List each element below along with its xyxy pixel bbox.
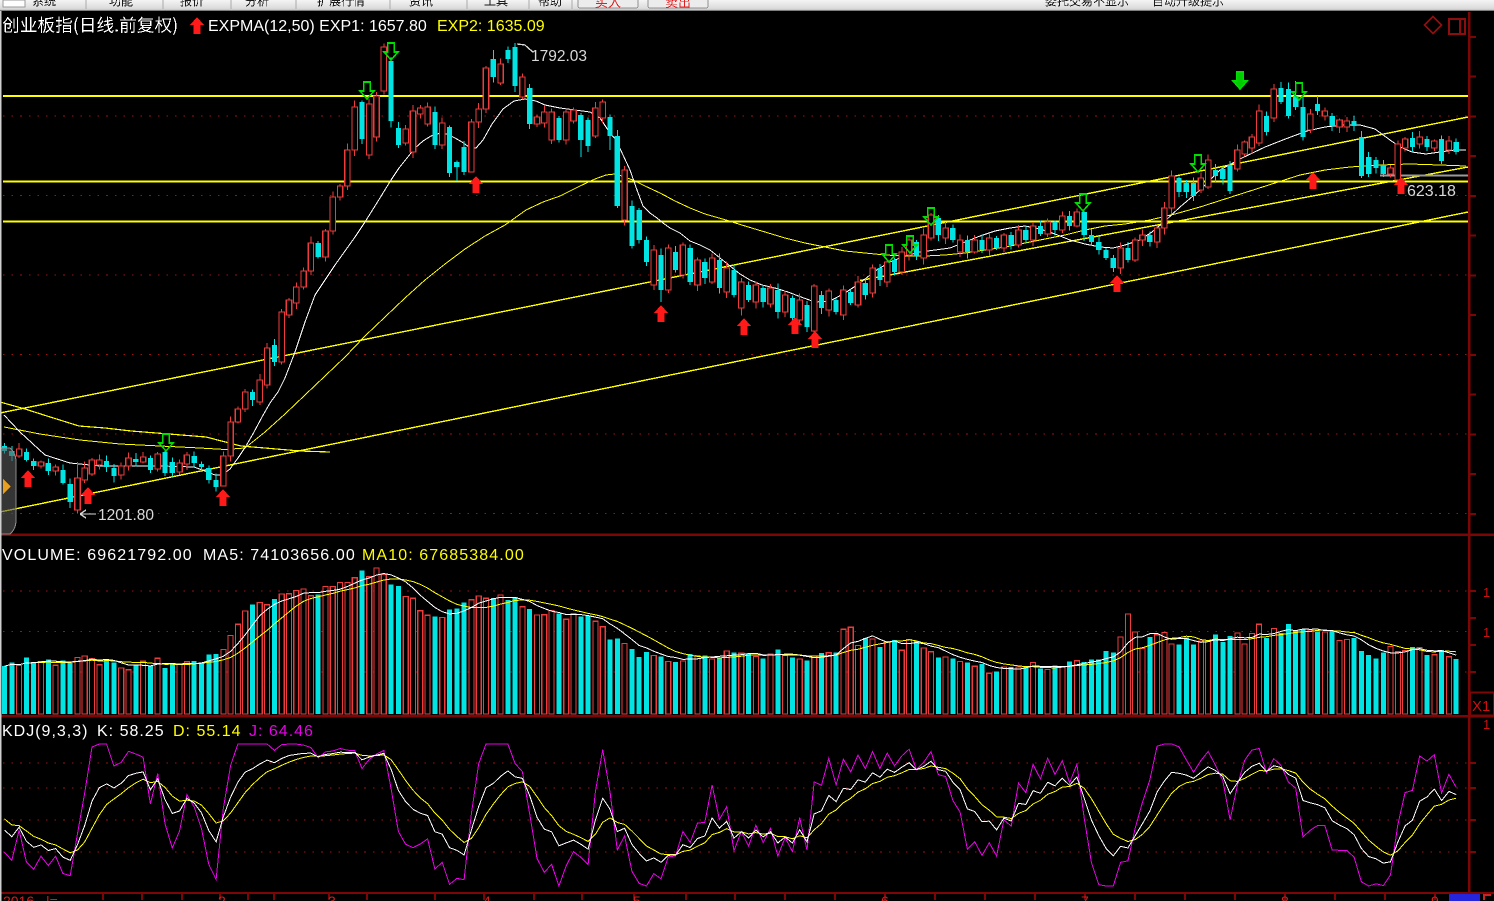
svg-text:EXP2: 1635.09: EXP2: 1635.09 bbox=[437, 18, 545, 35]
svg-text:2: 2 bbox=[218, 893, 226, 901]
svg-text:3: 3 bbox=[328, 893, 336, 901]
svg-text:|=: |= bbox=[46, 893, 58, 901]
svg-text:D: 55.14: D: 55.14 bbox=[173, 723, 241, 740]
svg-text:MA10: 67685384.00: MA10: 67685384.00 bbox=[362, 547, 525, 564]
svg-text:7: 7 bbox=[1081, 893, 1089, 901]
svg-text:VOLUME: 69621792.00: VOLUME: 69621792.00 bbox=[2, 547, 193, 564]
svg-text:8: 8 bbox=[1281, 893, 1289, 901]
svg-text:MA5: 74103656.00: MA5: 74103656.00 bbox=[203, 547, 356, 564]
svg-text:2016: 2016 bbox=[3, 893, 34, 901]
svg-text:KDJ(9,3,3): KDJ(9,3,3) bbox=[2, 723, 88, 740]
svg-text:1792.03: 1792.03 bbox=[531, 48, 587, 65]
svg-text:EXPMA(12,50) EXP1: 1657.80: EXPMA(12,50) EXP1: 1657.80 bbox=[208, 18, 427, 35]
svg-text:6: 6 bbox=[881, 893, 889, 901]
svg-text:1: 1 bbox=[1483, 717, 1490, 732]
svg-text:623.18: 623.18 bbox=[1407, 183, 1456, 200]
svg-text:9: 9 bbox=[1431, 893, 1439, 901]
svg-text:1: 1 bbox=[1483, 585, 1490, 600]
svg-text:1201.80: 1201.80 bbox=[98, 507, 154, 524]
svg-text:4: 4 bbox=[483, 893, 491, 901]
svg-text:J: 64.46: J: 64.46 bbox=[249, 723, 314, 740]
svg-text:X1: X1 bbox=[1472, 698, 1490, 715]
svg-text:K: 58.25: K: 58.25 bbox=[97, 723, 165, 740]
svg-text:1: 1 bbox=[1483, 625, 1490, 640]
svg-text:5: 5 bbox=[633, 893, 641, 901]
